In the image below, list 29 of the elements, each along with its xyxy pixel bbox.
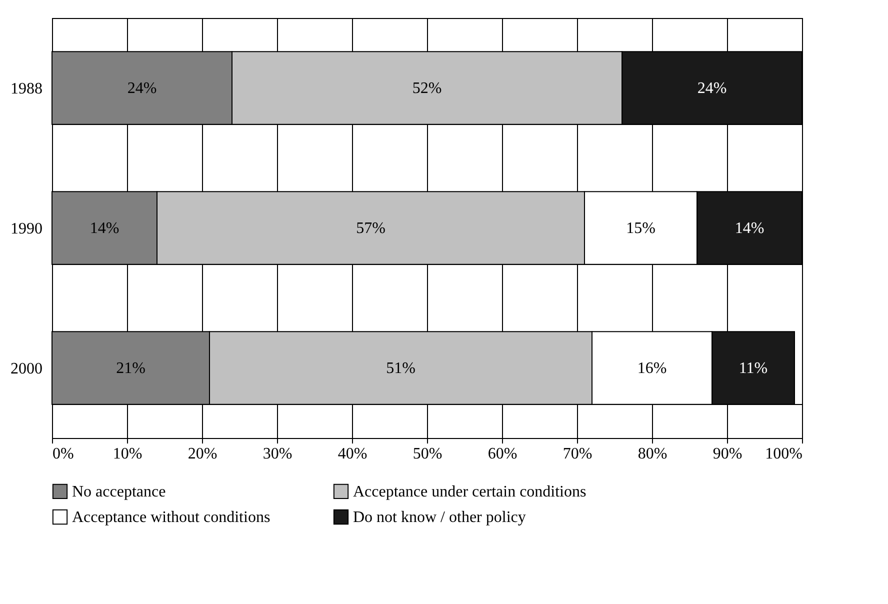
legend-label: Acceptance under certain conditions <box>353 483 586 500</box>
legend-label: No acceptance <box>72 483 166 500</box>
x-tick-label: 100% <box>765 446 802 462</box>
legend-label: Acceptance without conditions <box>72 509 270 526</box>
y-tick-label: 1988 <box>10 80 42 98</box>
data-label: 24% <box>697 80 727 97</box>
data-label: 16% <box>637 360 667 377</box>
data-label: 52% <box>412 80 442 97</box>
x-tick-label: 60% <box>488 446 518 462</box>
x-tick-label: 80% <box>638 446 668 462</box>
y-tick-label: 1990 <box>10 220 42 238</box>
data-label: 21% <box>116 360 146 377</box>
x-tick-label: 50% <box>412 446 442 462</box>
x-tick-label: 10% <box>112 446 142 462</box>
x-tick-label: 20% <box>188 446 218 462</box>
data-label: 14% <box>734 220 764 237</box>
legend-label: Do not know / other policy <box>353 509 526 526</box>
data-label: 51% <box>386 360 416 377</box>
y-tick-label: 2000 <box>10 360 42 378</box>
data-label: 14% <box>90 220 120 237</box>
data-label: 11% <box>738 360 768 377</box>
x-tick-label: 70% <box>562 446 592 462</box>
x-tick-label: 0% <box>52 446 74 462</box>
data-label: 15% <box>626 220 656 237</box>
x-tick-label: 40% <box>338 446 368 462</box>
data-label: 57% <box>356 220 386 237</box>
data-label: 24% <box>127 80 157 97</box>
x-tick-label: 90% <box>712 446 742 462</box>
x-tick-label: 30% <box>262 446 292 462</box>
